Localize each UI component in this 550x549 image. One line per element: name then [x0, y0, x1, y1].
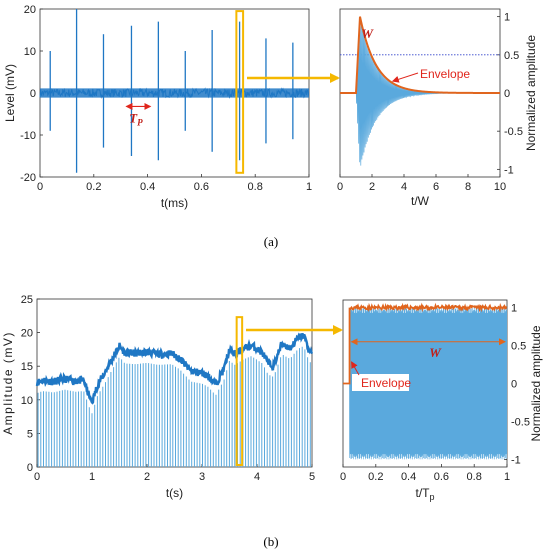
y-tick-label: 1	[504, 12, 510, 24]
y-axis-label: Normalized amplitude	[529, 325, 543, 441]
x-tick-label: 5	[309, 471, 315, 483]
period-subscript: P	[137, 117, 143, 127]
chart-a-right: 0 2 4 6 8 10 1 0.5 0 -0.5 -1 W Envelope t/W Normalized…	[337, 8, 538, 208]
y-tick-label: 20	[24, 4, 36, 16]
plot-area	[343, 302, 507, 460]
envelope-curve	[340, 16, 500, 94]
amplitude-envelope	[35, 332, 314, 405]
x-axis-label: t/Tp	[415, 486, 434, 502]
x-axis-label-subscript: p	[429, 492, 434, 502]
x-tick-label: 0.6	[194, 181, 209, 193]
y-tick-label: -1	[511, 454, 521, 466]
x-tick-label: 0.8	[467, 471, 482, 483]
x-tick-label: 0.4	[401, 471, 416, 483]
x-tick-label: 0	[337, 181, 343, 193]
x-tick-label: 2	[369, 181, 375, 193]
baseline-band	[40, 88, 309, 98]
chart-a-left: 0 0.2 0.4 0.6 0.8 1 20 10 0 -10 -20 TP t(ms) Level (m…	[3, 4, 312, 210]
highlight-box	[235, 316, 244, 466]
y-tick-label: -0.5	[511, 416, 530, 428]
y-tick-label: -1	[504, 164, 514, 176]
x-tick-label: 10	[494, 181, 506, 193]
x-tick-label: 0.2	[86, 181, 101, 193]
y-axis-label: Amplitude (mV)	[1, 331, 15, 435]
y-tick-label: -10	[20, 130, 36, 142]
y-tick-label: 20	[21, 328, 33, 340]
y-tick-label: 10	[21, 395, 33, 407]
width-label: W	[429, 345, 442, 360]
x-tick-label: 0.4	[140, 181, 155, 193]
x-tick-label: 0	[340, 471, 346, 483]
y-tick-label: -0.5	[504, 126, 523, 138]
plot-area	[340, 16, 500, 166]
highlight-box	[235, 10, 245, 174]
y-tick-label: 0	[30, 88, 36, 100]
x-tick-label: 1	[89, 471, 95, 483]
x-axis-label: t(ms)	[161, 196, 188, 210]
period-label: TP	[129, 110, 143, 127]
envelope-label: Envelope	[420, 67, 470, 81]
x-tick-label: 8	[465, 181, 471, 193]
chart-b-left: 0 1 2 3 4 5 25 20 15 10 5 0 t(s) Amplitude (mV)	[1, 294, 315, 500]
x-tick-label: 4	[254, 471, 260, 483]
x-axis-label: t/W	[411, 194, 430, 208]
envelope-arrow	[351, 361, 360, 376]
y-tick-label: 0	[27, 462, 33, 474]
x-axis-label: t(s)	[166, 486, 183, 500]
caption-a: (a)	[264, 234, 278, 249]
x-tick-label: 0.6	[434, 471, 449, 483]
x-tick-label: 0	[37, 181, 43, 193]
x-tick-label: 2	[144, 471, 150, 483]
x-tick-label: 0	[34, 471, 40, 483]
pulse-bars	[37, 346, 311, 467]
y-tick-label: 0	[504, 88, 510, 100]
envelope-label-bg	[352, 374, 409, 391]
x-tick-label: 4	[401, 181, 407, 193]
y-tick-label: 25	[21, 294, 33, 306]
y-tick-label: 10	[24, 46, 36, 58]
chart-b-right: 0 0.2 0.4 0.6 0.8 1 1 0.5 0 -0.5 -1 W Envelope t/Tp No…	[340, 299, 543, 502]
y-tick-label: -20	[20, 172, 36, 184]
x-tick-label: 1	[306, 181, 312, 193]
y-axis-label: Normalized amplitude	[524, 35, 538, 151]
x-tick-label: 1	[504, 471, 510, 483]
zoom-connectors	[246, 73, 343, 335]
y-axis-label: Level (mV)	[3, 64, 17, 122]
envelope-label: Envelope	[361, 376, 411, 390]
caption-b: (b)	[263, 534, 278, 549]
envelope-arrow	[391, 72, 419, 83]
y-tick-label: 5	[27, 428, 33, 440]
width-label: W	[361, 26, 374, 41]
y-tick-label: 0.5	[504, 50, 519, 62]
y-tick-label: 0.5	[511, 341, 526, 353]
y-tick-label: 15	[21, 361, 33, 373]
x-tick-label: 3	[199, 471, 205, 483]
y-tick-label: 0	[511, 379, 517, 391]
x-tick-label: 0.8	[248, 181, 263, 193]
envelope-curve	[343, 302, 507, 385]
y-tick-label: 1	[511, 303, 517, 315]
x-tick-label: 0.2	[368, 471, 383, 483]
x-tick-label: 6	[433, 181, 439, 193]
